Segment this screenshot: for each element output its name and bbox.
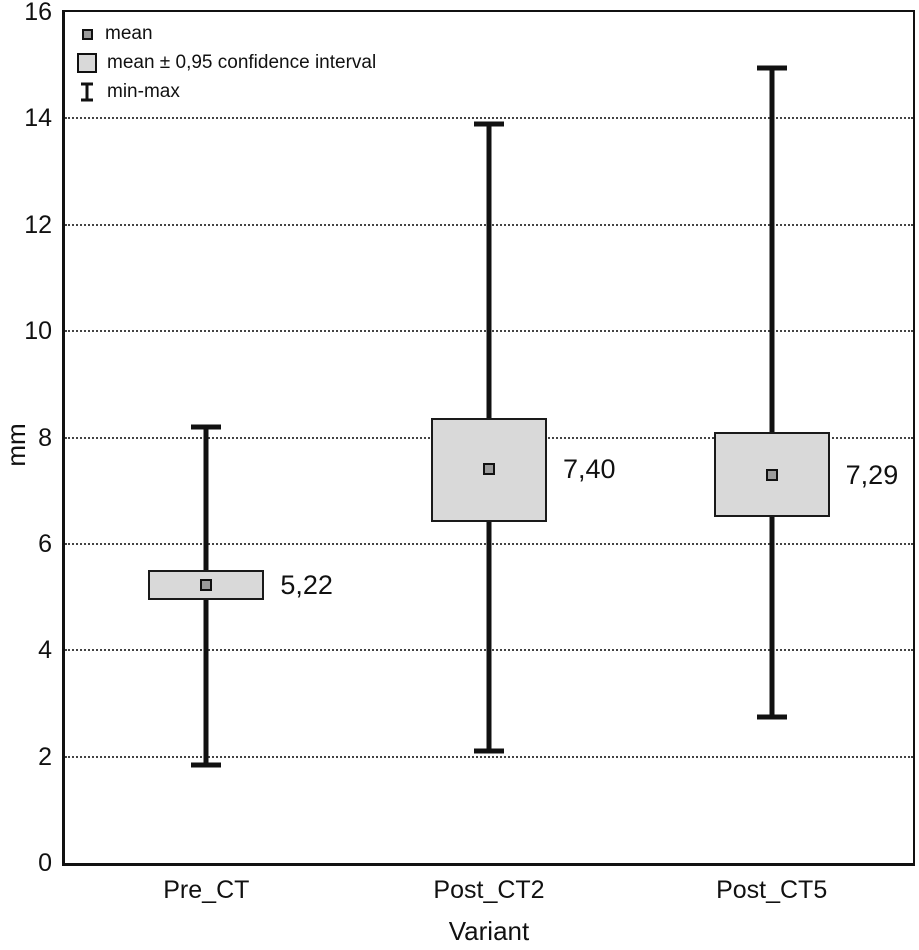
- y-tick-label-6: 6: [38, 529, 52, 558]
- whisker-cap-max-post_ct5: [756, 65, 787, 71]
- legend: mean mean ± 0,95 confidence interval min…: [77, 22, 376, 104]
- y-tick-label-14: 14: [24, 104, 52, 133]
- mean-marker-icon: [82, 28, 93, 40]
- y-tick-label-16: 16: [24, 0, 52, 26]
- legend-item-mean: mean: [77, 22, 376, 46]
- x-tick-label-post_ct5: Post_CT5: [716, 876, 828, 904]
- y-tick-label-4: 4: [38, 636, 52, 665]
- whisker-cap-min-post_ct2: [474, 748, 504, 754]
- y-tick-label-12: 12: [24, 210, 52, 239]
- legend-label-mean: mean: [105, 23, 153, 44]
- whisker-cap-min-pre_ct: [191, 762, 222, 768]
- whisker-cap-max-pre_ct: [191, 424, 222, 430]
- whisker-line-post_ct5: [769, 67, 775, 717]
- y-tick-label-2: 2: [38, 742, 52, 771]
- mean-marker-post_ct5: [765, 469, 778, 482]
- x-axis-title: Variant: [448, 916, 530, 946]
- mean-marker-pre_ct: [200, 579, 213, 592]
- legend-item-minmax: min-max: [77, 80, 376, 104]
- mean-value-label-post_ct2: 7,40: [563, 454, 616, 485]
- mean-value-label-post_ct5: 7,29: [845, 460, 899, 491]
- x-tick-label-pre_ct: Pre_CT: [163, 876, 250, 904]
- whisker-cap-max-post_ct2: [474, 121, 504, 127]
- confidence-box-icon: [77, 53, 97, 73]
- plot-area: mean mean ± 0,95 confidence interval min…: [65, 12, 913, 863]
- legend-item-confidence-interval: mean ± 0,95 confidence interval: [77, 51, 376, 75]
- y-tick-label-8: 8: [38, 423, 52, 452]
- mean-marker-post_ct2: [483, 463, 495, 476]
- y-tick-label-10: 10: [24, 317, 52, 346]
- legend-label-confidence-interval: mean ± 0,95 confidence interval: [107, 52, 377, 73]
- whisker-cap-min-post_ct5: [756, 714, 787, 720]
- gridline-y-14: [65, 117, 913, 120]
- gridline-y-2: [65, 755, 913, 758]
- plot-area-border: [62, 10, 915, 866]
- x-tick-label-post_ct2: Post_CT2: [433, 876, 545, 904]
- legend-label-minmax: min-max: [107, 81, 180, 102]
- mean-value-label-pre_ct: 5,22: [280, 570, 333, 601]
- y-tick-label-0: 0: [38, 849, 52, 877]
- minmax-whisker-icon: [79, 81, 95, 103]
